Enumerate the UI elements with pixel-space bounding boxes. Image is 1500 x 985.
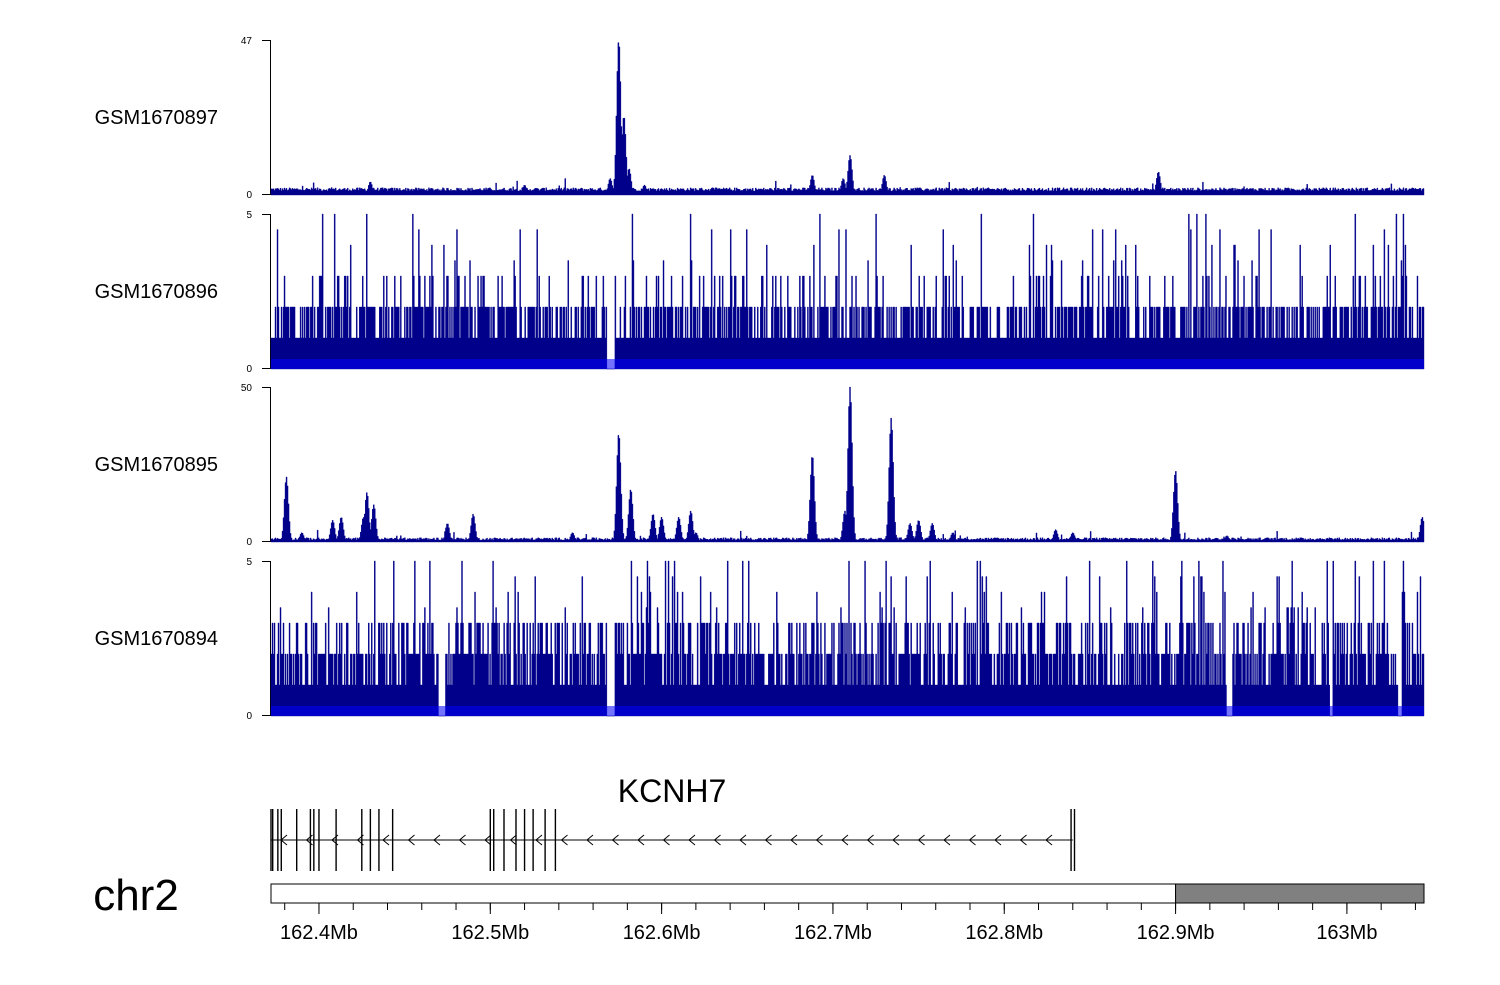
genome-axis: 162.4Mb 162.5Mb 162.6Mb 162.7Mb 162.8Mb 162.9…	[280, 903, 1416, 944]
track-y-max-label: 47	[241, 36, 253, 47]
track-GSM1670894: GSM1670894 5 0	[95, 557, 1425, 722]
ideogram: chr2	[93, 871, 1425, 920]
strand-arrow	[586, 834, 594, 846]
strand-arrow	[509, 834, 517, 846]
axis-tick-label: 162.8Mb	[965, 922, 1043, 944]
strand-arrow	[611, 834, 619, 846]
strand-arrow	[917, 834, 925, 846]
track-GSM1670895: GSM1670895 50 0	[95, 383, 1425, 548]
track-GSM1670896: GSM1670896 5 0	[95, 210, 1425, 375]
gene-label: KCNH7	[618, 773, 726, 809]
track-y-min-label: 0	[246, 190, 252, 201]
axis-tick-label: 162.9Mb	[1137, 922, 1215, 944]
track-signal	[270, 213, 1425, 370]
gene-track: KCNH7	[270, 773, 1076, 871]
strand-arrow	[1045, 834, 1053, 846]
tracks-layer: GSM1670897470GSM167089650GSM1670895500GS…	[95, 36, 1425, 722]
chromosome-label: chr2	[93, 871, 179, 920]
ideogram-band-gray	[1175, 883, 1425, 904]
strand-arrow	[637, 834, 645, 846]
strand-arrow	[764, 834, 772, 846]
strand-arrow	[892, 834, 900, 846]
ideogram-band-white	[270, 883, 1177, 904]
track-label: GSM1670896	[95, 281, 218, 303]
track-signal-base	[271, 706, 1424, 716]
track-label: GSM1670894	[95, 628, 218, 650]
strand-arrow	[688, 834, 696, 846]
track-y-min-label: 0	[246, 364, 252, 375]
strand-arrow	[484, 834, 492, 846]
strand-arrow	[943, 834, 951, 846]
track-signal	[270, 42, 1425, 196]
strand-arrow	[458, 834, 466, 846]
track-y-min-label: 0	[246, 711, 252, 722]
axis-tick-label: 162.7Mb	[794, 922, 872, 944]
strand-arrow	[535, 834, 543, 846]
track-label: GSM1670895	[95, 454, 218, 476]
track-GSM1670897: GSM1670897 47 0	[95, 36, 1425, 201]
axis-tick-label: 162.5Mb	[451, 922, 529, 944]
strand-arrow	[815, 834, 823, 846]
axis-tick-label: 163Mb	[1316, 922, 1377, 944]
strand-arrow	[560, 834, 568, 846]
strand-arrow	[866, 834, 874, 846]
track-label: GSM1670897	[95, 107, 218, 129]
strand-arrow	[433, 834, 441, 846]
track-y-min-label: 0	[246, 537, 252, 548]
strand-arrow	[713, 834, 721, 846]
strand-arrow	[790, 834, 798, 846]
strand-arrow	[994, 834, 1002, 846]
track-y-max-label: 5	[246, 557, 252, 568]
strand-arrow	[841, 834, 849, 846]
strand-arrow	[382, 834, 390, 846]
axis-tick-label: 162.4Mb	[280, 922, 358, 944]
track-y-max-label: 5	[246, 210, 252, 221]
axis-tick-label: 162.6Mb	[623, 922, 701, 944]
track-y-max-label: 50	[241, 383, 253, 394]
strand-arrow	[1019, 834, 1027, 846]
strand-arrow	[662, 834, 670, 846]
track-signal	[270, 386, 1425, 543]
track-signal-base	[271, 359, 1424, 369]
strand-arrow	[739, 834, 747, 846]
track-signal	[270, 560, 1425, 717]
strand-arrow	[407, 834, 415, 846]
strand-arrow	[968, 834, 976, 846]
